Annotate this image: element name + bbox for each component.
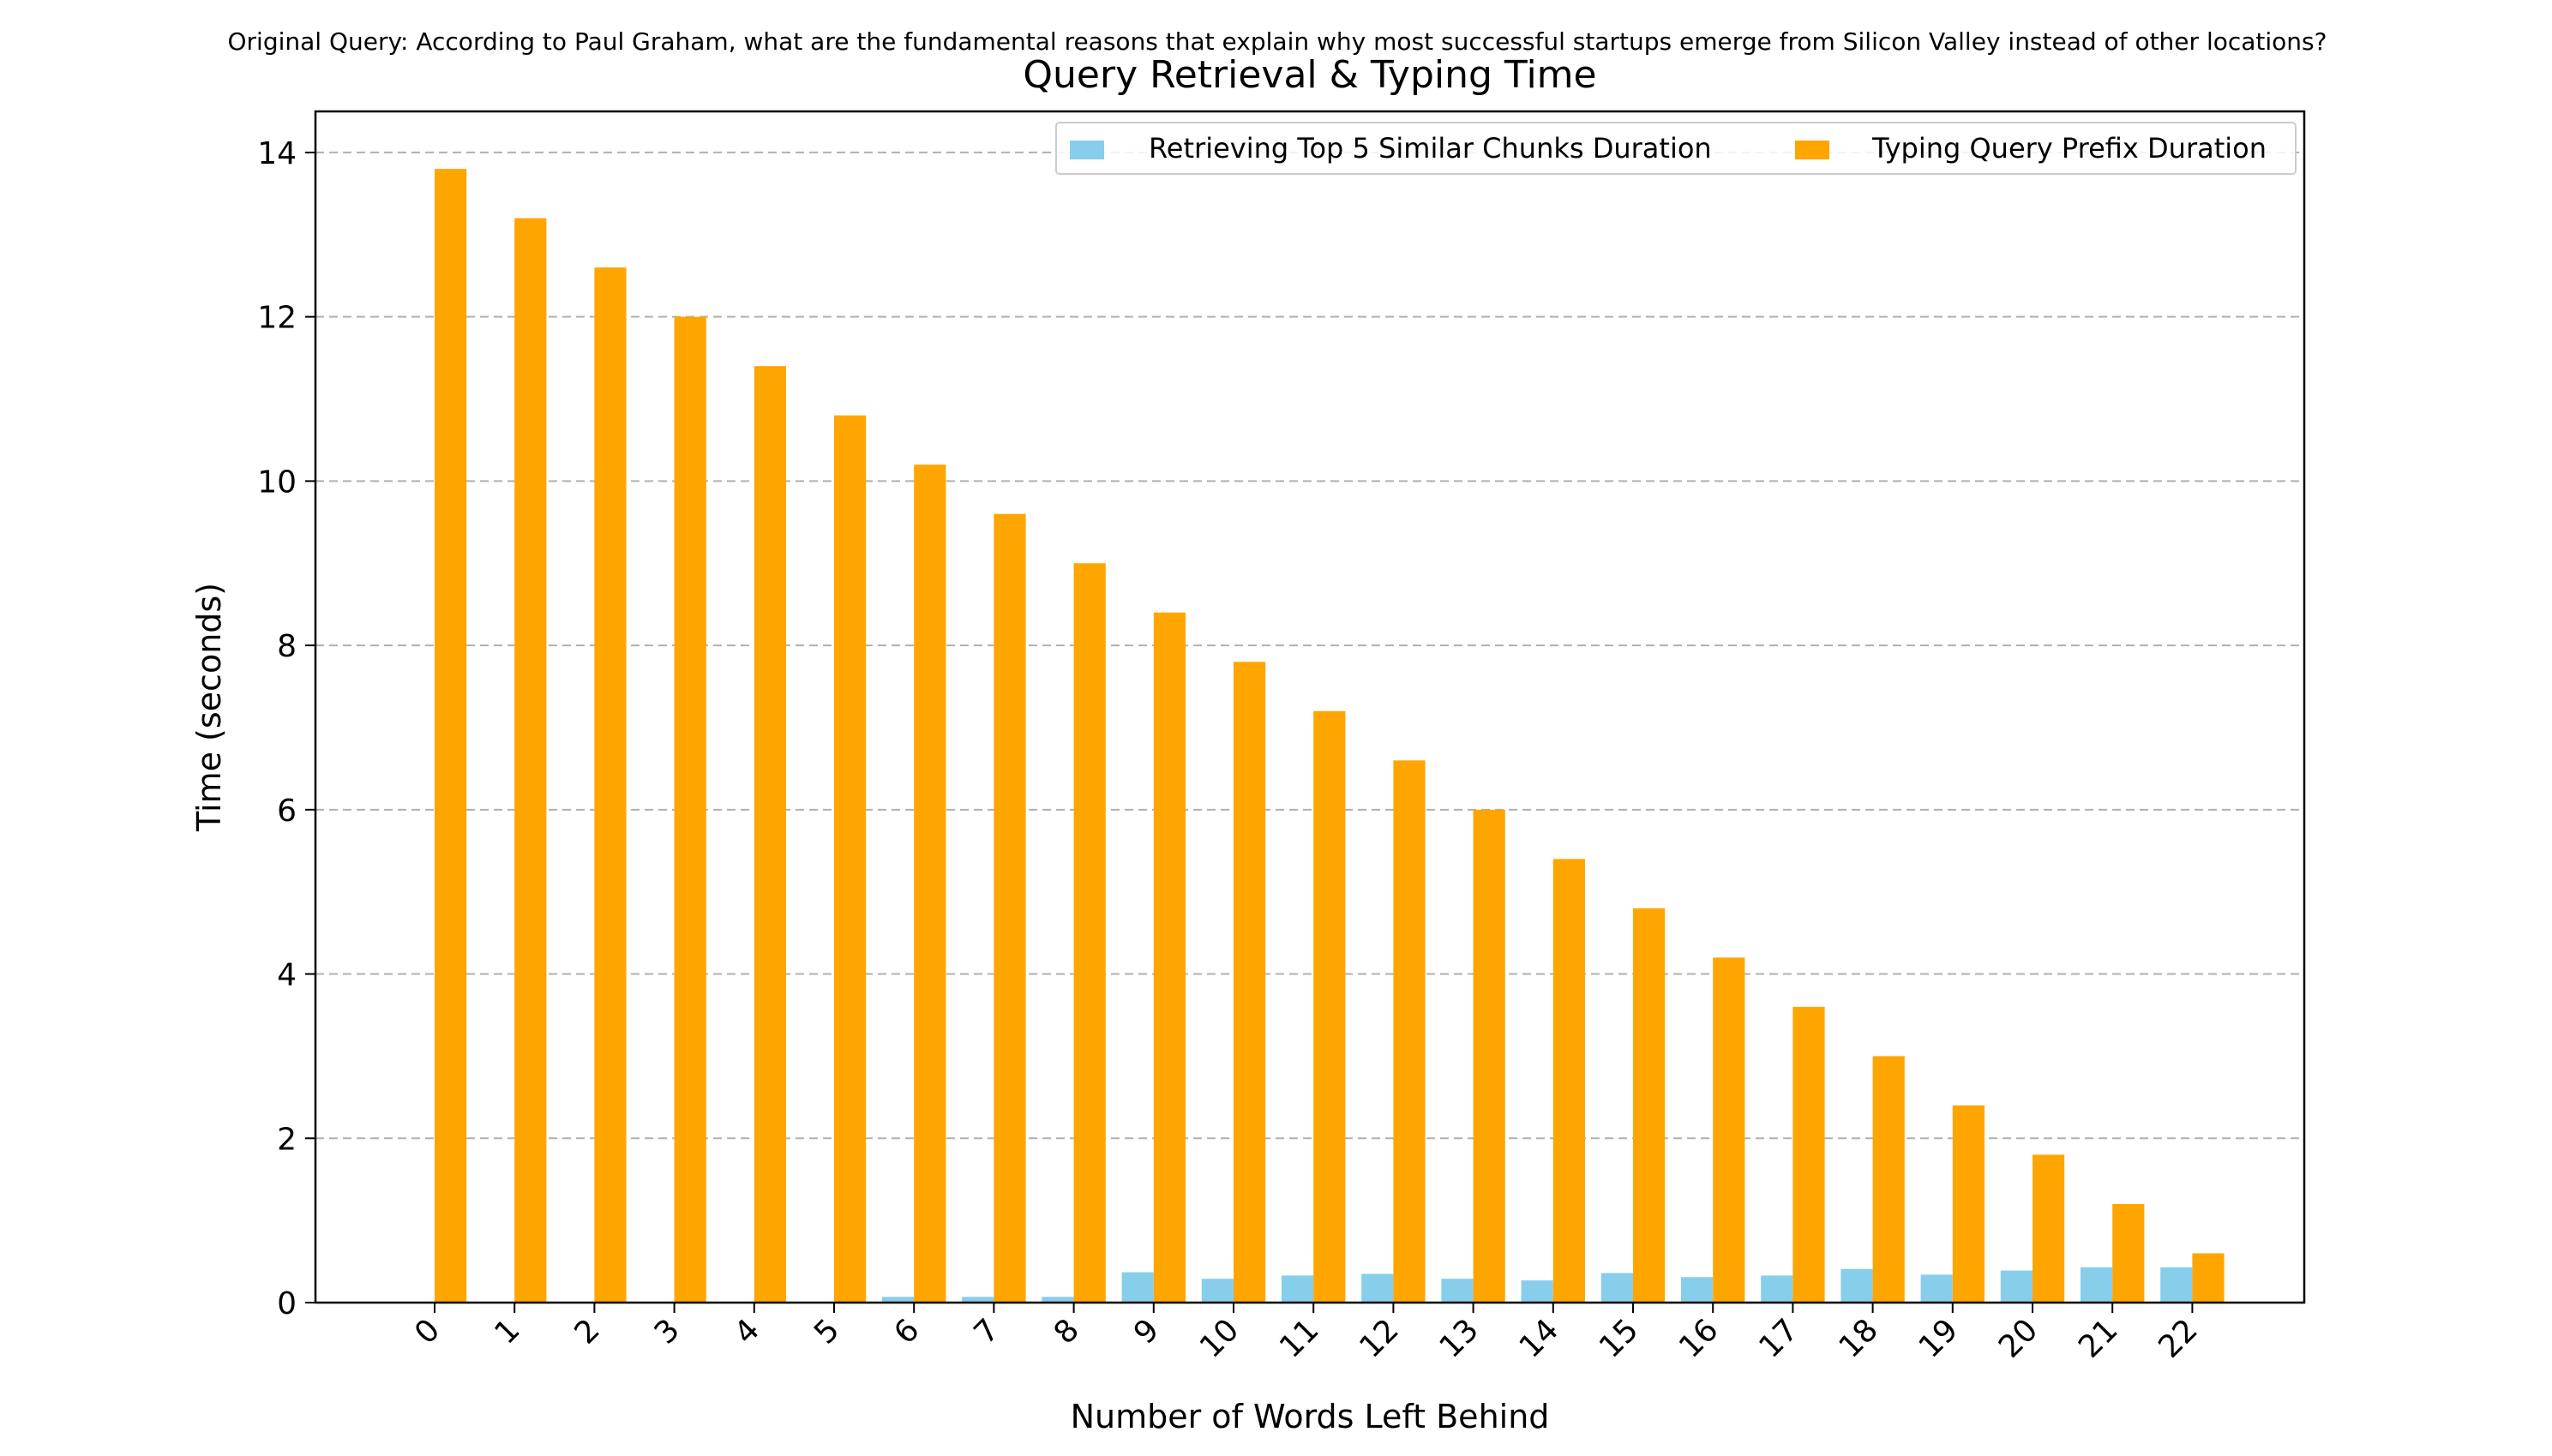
bar-retrieving-9 xyxy=(1121,1272,1154,1303)
bar-retrieving-13 xyxy=(1441,1279,1474,1303)
bar-typing-8 xyxy=(1073,563,1106,1303)
bar-typing-9 xyxy=(1153,612,1186,1303)
x-tick-label: 17 xyxy=(1752,1312,1804,1364)
x-tick-label: 21 xyxy=(2072,1312,2124,1364)
bar-typing-3 xyxy=(674,316,706,1303)
legend-label-typing: Typing Query Prefix Duration xyxy=(1871,132,2267,165)
y-tick-label: 6 xyxy=(277,794,297,829)
bar-typing-10 xyxy=(1234,662,1266,1303)
bar-typing-1 xyxy=(514,218,547,1303)
x-tick-label: 4 xyxy=(728,1312,766,1351)
y-tick-label: 8 xyxy=(277,629,297,664)
x-tick-label: 1 xyxy=(488,1312,526,1351)
bar-retrieving-10 xyxy=(1201,1279,1234,1303)
bar-retrieving-16 xyxy=(1681,1277,1714,1303)
legend-label-retrieving: Retrieving Top 5 Similar Chunks Duration xyxy=(1149,132,1712,165)
bar-retrieving-8 xyxy=(1042,1297,1074,1303)
x-tick-label: 13 xyxy=(1433,1312,1486,1364)
chart-title: Query Retrieval & Typing Time xyxy=(1023,53,1596,97)
bar-typing-7 xyxy=(994,513,1026,1303)
x-tick-label: 12 xyxy=(1353,1312,1405,1364)
bar-typing-11 xyxy=(1313,710,1346,1303)
bar-retrieving-12 xyxy=(1361,1273,1394,1303)
bar-typing-13 xyxy=(1473,809,1505,1303)
x-tick-label: 11 xyxy=(1273,1312,1325,1364)
bar-typing-19 xyxy=(1952,1105,1985,1303)
bar-typing-2 xyxy=(594,267,627,1303)
x-tick-label: 7 xyxy=(968,1312,1006,1351)
y-tick-label: 12 xyxy=(257,301,297,336)
bar-retrieving-20 xyxy=(2000,1270,2033,1303)
x-tick-label: 18 xyxy=(1833,1312,1885,1364)
bar-retrieving-7 xyxy=(962,1297,994,1303)
x-tick-label: 3 xyxy=(648,1312,687,1351)
bar-retrieving-14 xyxy=(1521,1280,1553,1303)
x-tick-label: 16 xyxy=(1672,1312,1725,1364)
bar-typing-0 xyxy=(435,169,467,1303)
plot-frame xyxy=(314,110,2306,1304)
x-axis-label: Number of Words Left Behind xyxy=(1071,1398,1550,1435)
x-tick-label: 19 xyxy=(1912,1312,1965,1364)
bar-retrieving-15 xyxy=(1600,1273,1633,1303)
y-tick-label: 4 xyxy=(277,958,297,993)
legend-swatch-typing xyxy=(1795,141,1829,159)
x-tick-label: 5 xyxy=(808,1312,846,1351)
x-tick-label: 20 xyxy=(1992,1312,2045,1364)
bar-typing-12 xyxy=(1393,760,1426,1303)
bar-typing-18 xyxy=(1872,1056,1905,1303)
x-tick-label: 9 xyxy=(1127,1312,1166,1351)
x-tick-label: 6 xyxy=(887,1312,926,1351)
legend: Retrieving Top 5 Similar Chunks Duration… xyxy=(1055,122,2297,175)
bars xyxy=(435,169,2225,1303)
bar-typing-21 xyxy=(2112,1203,2145,1303)
y-tick-label: 2 xyxy=(277,1122,297,1157)
y-tick-label: 10 xyxy=(257,464,297,500)
x-tick-label: 22 xyxy=(2152,1312,2204,1364)
bar-typing-15 xyxy=(1633,908,1666,1303)
bar-typing-20 xyxy=(2033,1154,2065,1303)
x-tick-label: 8 xyxy=(1048,1312,1086,1351)
bar-typing-4 xyxy=(754,366,786,1303)
bar-retrieving-22 xyxy=(2160,1267,2193,1303)
bar-retrieving-18 xyxy=(1840,1268,1873,1303)
bar-retrieving-19 xyxy=(1920,1274,1953,1303)
y-tick-label: 0 xyxy=(277,1286,297,1321)
x-tick-label: 14 xyxy=(1513,1312,1565,1364)
x-tick-label: 2 xyxy=(568,1312,607,1351)
bar-retrieving-6 xyxy=(882,1297,915,1303)
x-tick-label: 10 xyxy=(1193,1312,1246,1364)
bar-retrieving-21 xyxy=(2081,1267,2113,1303)
bar-typing-6 xyxy=(914,464,946,1303)
bar-typing-5 xyxy=(834,415,867,1303)
x-tick-label: 0 xyxy=(408,1312,447,1351)
chart-suptitle: Original Query: According to Paul Graham… xyxy=(228,27,2327,56)
bar-typing-14 xyxy=(1552,859,1585,1303)
bar-typing-16 xyxy=(1713,957,1745,1303)
y-tick-label: 14 xyxy=(257,136,297,171)
x-tick-label: 15 xyxy=(1593,1312,1645,1364)
bar-retrieving-11 xyxy=(1282,1275,1314,1303)
y-axis-label: Time (seconds) xyxy=(190,583,228,832)
bar-retrieving-17 xyxy=(1761,1275,1793,1303)
bar-typing-17 xyxy=(1792,1006,1825,1303)
legend-swatch-retrieving xyxy=(1070,141,1104,159)
bar-typing-22 xyxy=(2192,1253,2225,1303)
legend-box xyxy=(1055,122,2297,175)
